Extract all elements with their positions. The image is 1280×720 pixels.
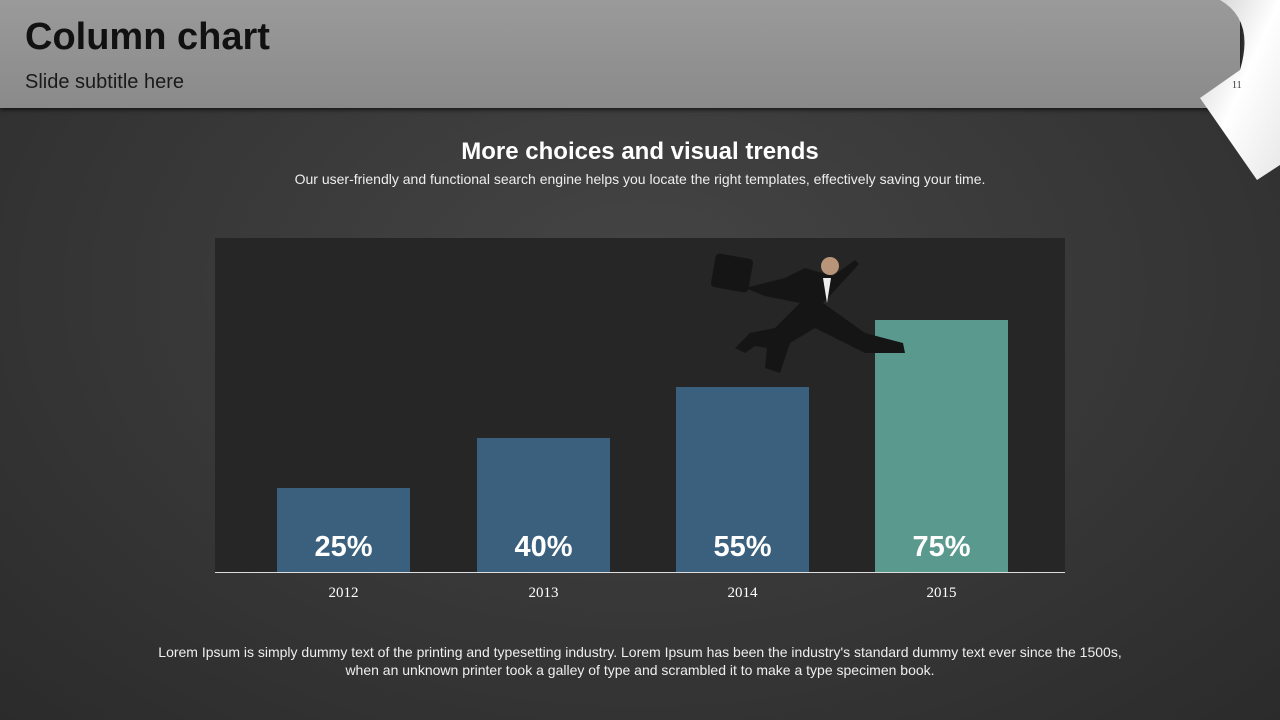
chart-plot-area: 25% 40% 55% 75% [215, 238, 1065, 573]
data-label: 75% [912, 531, 971, 563]
chart-subtitle: Our user-friendly and functional search … [294, 171, 986, 187]
slide-subtitle: Slide subtitle here [25, 71, 184, 93]
data-label: 40% [514, 531, 573, 563]
page-number: 11 [1232, 80, 1242, 91]
x-tick-label: 2012 [328, 585, 359, 601]
page-curl-decoration [1200, 0, 1280, 180]
bar-2012: 25% [277, 488, 410, 572]
bar-2015: 75% [875, 320, 1008, 572]
data-label: 55% [713, 531, 772, 563]
bar-2014: 55% [676, 387, 809, 572]
chart-title: More choices and visual trends [461, 138, 819, 165]
bar-2013: 40% [477, 437, 610, 572]
x-tick-label: 2014 [727, 585, 758, 601]
data-label: 25% [314, 531, 373, 563]
footer-text: Lorem Ipsum is simply dummy text of the … [158, 644, 1122, 678]
slide-header: Column chart Slide subtitle here [0, 0, 1240, 108]
x-tick-label: 2015 [926, 585, 957, 601]
jumping-businessman-image [710, 253, 905, 373]
x-tick-label: 2013 [528, 585, 559, 601]
slide-title: Column chart [25, 16, 270, 58]
